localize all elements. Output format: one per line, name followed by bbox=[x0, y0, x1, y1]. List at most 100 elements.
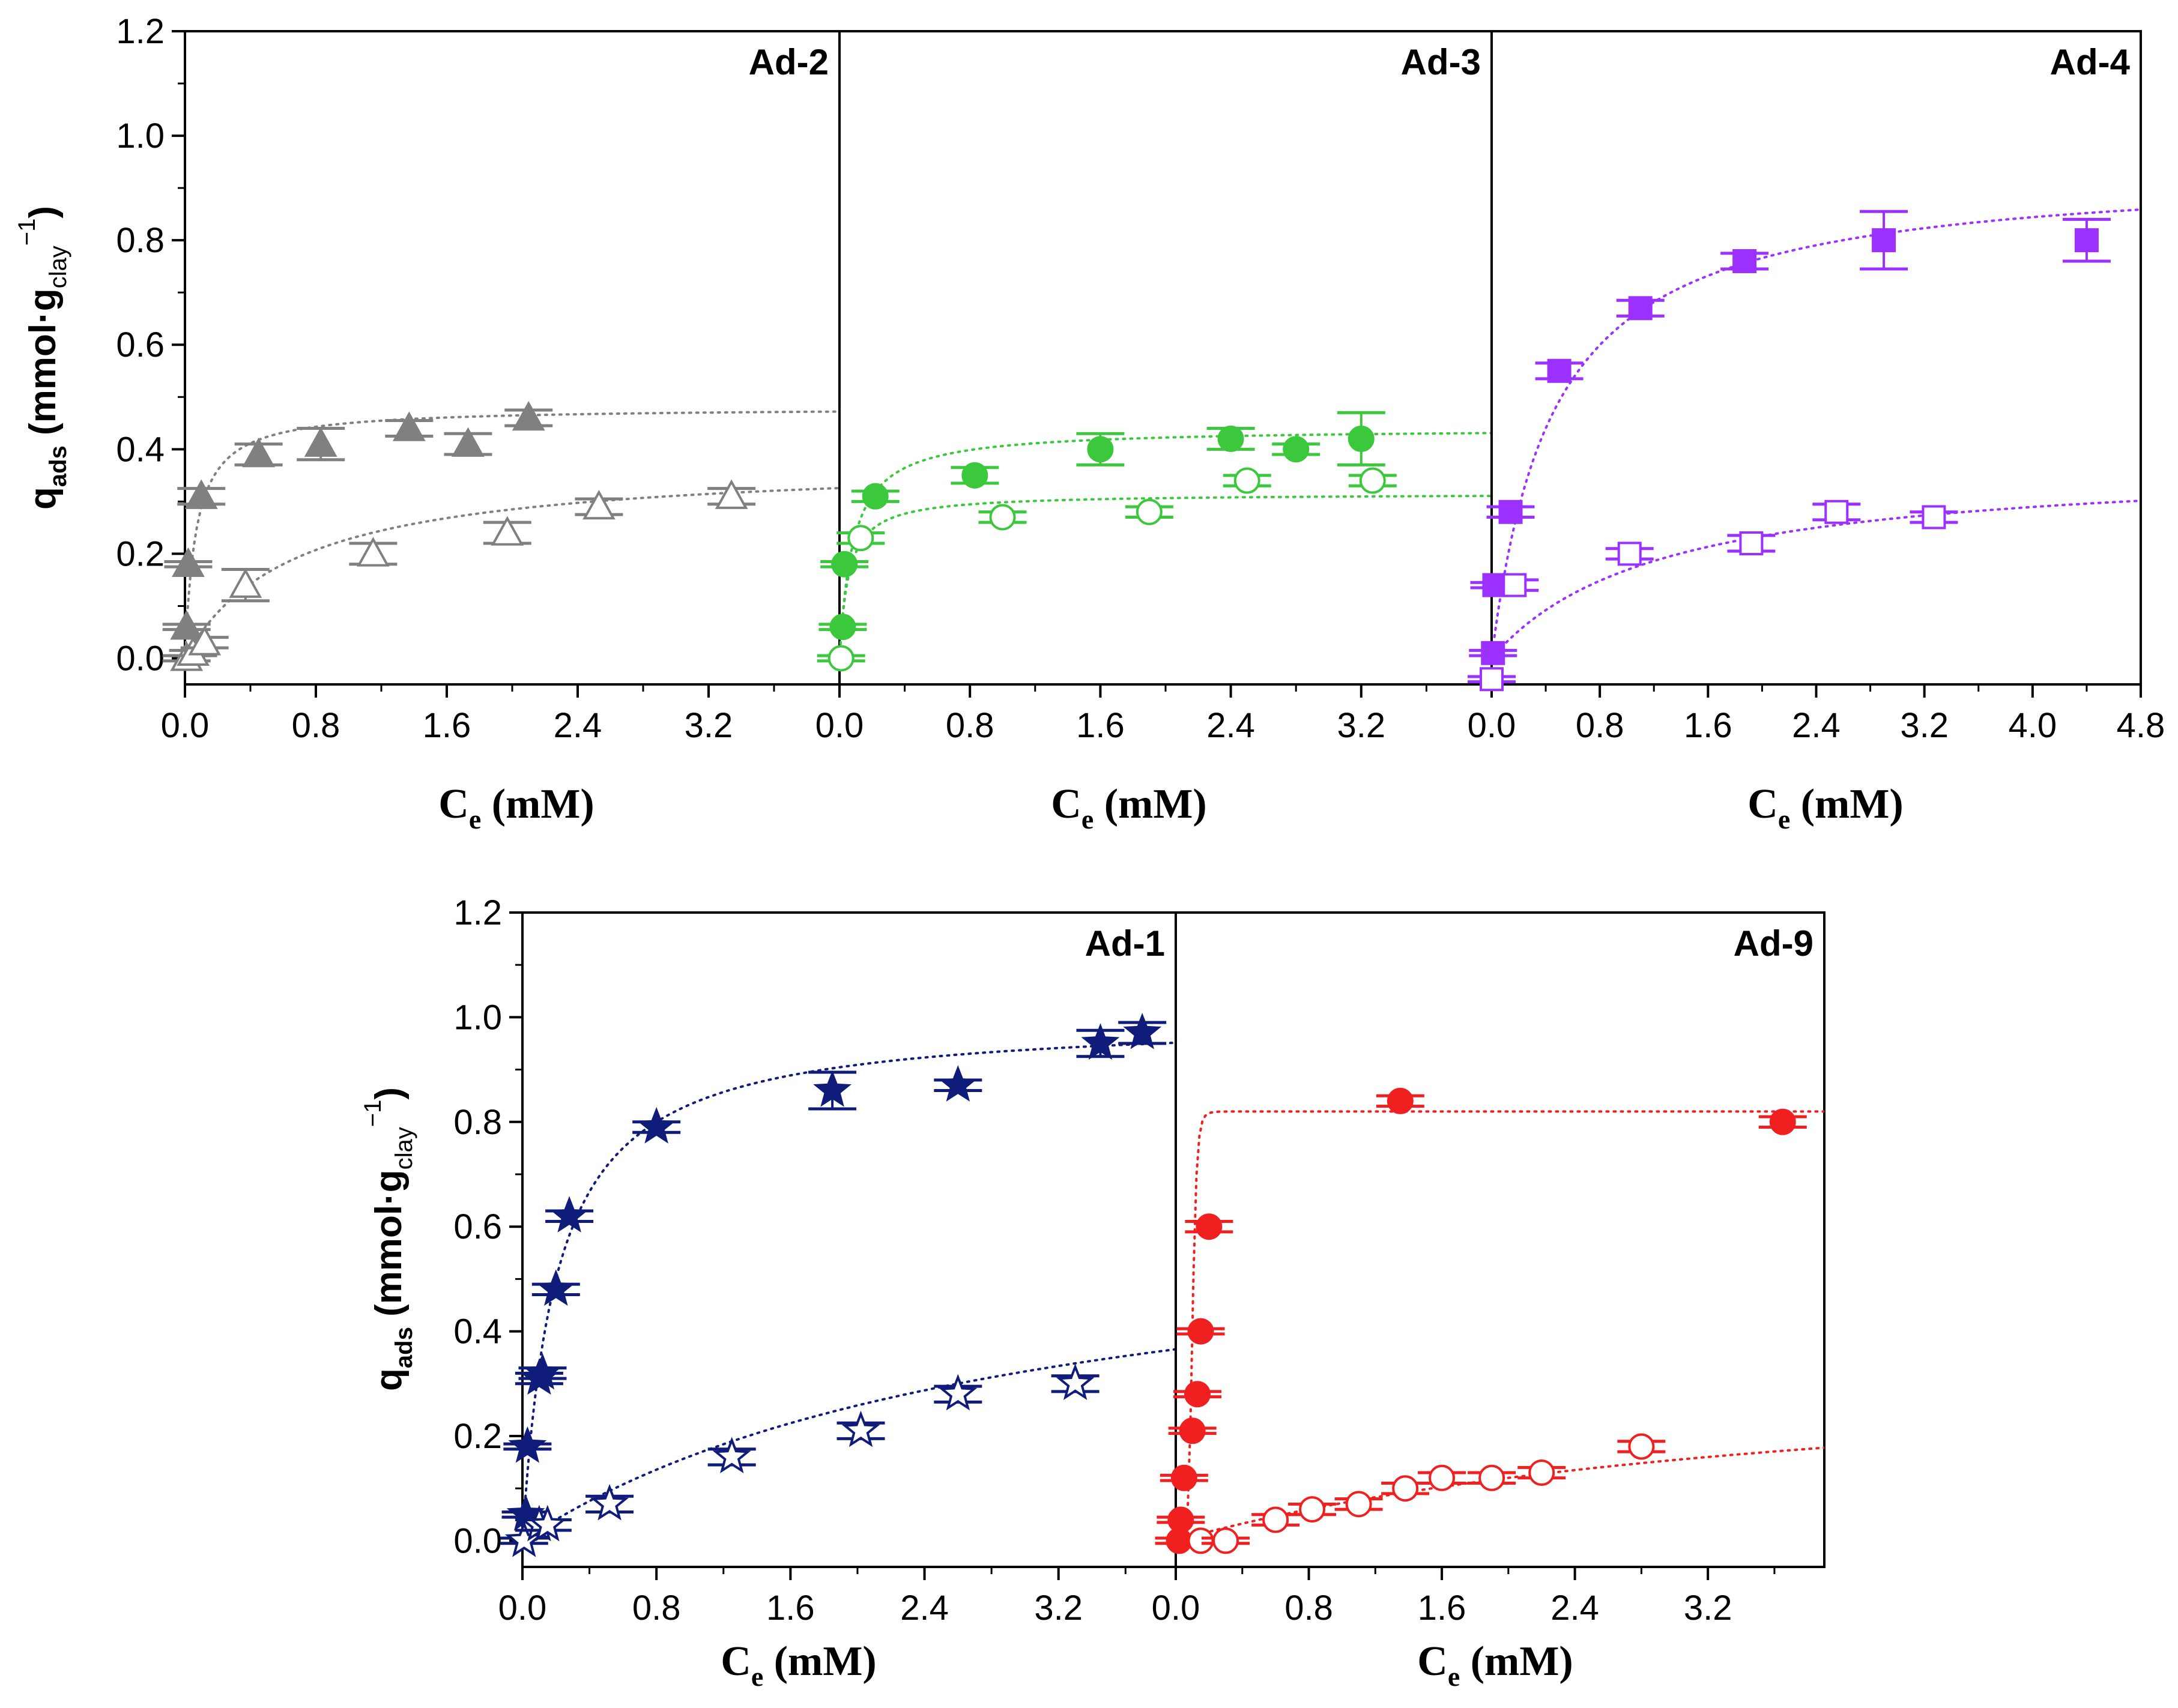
data-point bbox=[1184, 1381, 1211, 1408]
y-tick-label: 0.8 bbox=[453, 1103, 502, 1142]
fit-curve bbox=[1492, 208, 2141, 660]
x-tick-label: 0.0 bbox=[1152, 1589, 1200, 1628]
fit-curve bbox=[522, 1348, 1176, 1542]
y-tick-label: 1.2 bbox=[116, 12, 165, 51]
x-tick-label: 3.2 bbox=[685, 706, 733, 745]
data-point bbox=[1732, 249, 1757, 273]
data-point bbox=[452, 427, 485, 457]
y-tick-label: 1.2 bbox=[453, 893, 502, 932]
data-point bbox=[1187, 1527, 1214, 1554]
data-point bbox=[1528, 1459, 1555, 1486]
series-open bbox=[1176, 1433, 1824, 1554]
data-point bbox=[1387, 1087, 1414, 1114]
x-tick-label: 0.8 bbox=[1284, 1589, 1333, 1628]
fit-curve bbox=[1492, 499, 2141, 660]
data-point bbox=[229, 568, 262, 598]
x-tick-label: 0.0 bbox=[815, 706, 864, 745]
y-tick-label: 0.6 bbox=[453, 1207, 502, 1246]
data-point bbox=[1056, 1363, 1095, 1401]
x-axis-title: Ce (mM) bbox=[721, 1638, 877, 1692]
x-tick-label: 3.2 bbox=[1684, 1589, 1732, 1628]
data-point bbox=[961, 462, 988, 489]
x-tick-label: 4.8 bbox=[2117, 706, 2165, 745]
panel-ad-9: 0.0 0.8 1.6 2.4 3.2 Ad-9 bbox=[1152, 911, 1826, 1628]
data-point bbox=[1502, 573, 1527, 597]
series-open bbox=[817, 467, 1492, 672]
data-point bbox=[637, 1106, 676, 1144]
x-axis-title: Ce (mM) bbox=[1747, 781, 1904, 834]
data-point bbox=[1628, 296, 1653, 321]
panel-title: Ad-9 bbox=[1734, 923, 1813, 964]
x-axis-title: Ce (mM) bbox=[438, 781, 594, 834]
x-tick-label: 2.4 bbox=[1550, 1589, 1599, 1628]
series-filled bbox=[818, 411, 1492, 660]
plot-frame bbox=[838, 30, 1493, 686]
x-tick-label: 0.0 bbox=[498, 1589, 547, 1628]
data-point bbox=[1429, 1464, 1456, 1491]
fit-curve bbox=[185, 487, 839, 660]
data-point bbox=[1922, 505, 1946, 530]
data-point bbox=[491, 516, 524, 546]
data-point bbox=[188, 626, 222, 656]
panel-ad-1: 0.0 0.8 1.6 2.4 3.2 0.0 0.2 0.4 0.6 0.8 1.0 1.2 Ad-1 bbox=[453, 893, 1177, 1628]
y-tick-label: 0.6 bbox=[116, 325, 165, 364]
data-point bbox=[827, 645, 855, 672]
y-tick-label: 1.0 bbox=[116, 116, 165, 155]
data-point bbox=[1359, 467, 1386, 494]
data-point bbox=[1081, 1023, 1120, 1060]
data-point bbox=[1262, 1506, 1289, 1533]
data-point bbox=[939, 1065, 978, 1102]
fit-curve bbox=[185, 410, 839, 660]
data-point bbox=[172, 547, 205, 578]
fit-curve bbox=[839, 432, 1492, 660]
x-tick-label: 1.6 bbox=[766, 1589, 815, 1628]
data-point bbox=[1547, 358, 1571, 383]
series-open bbox=[500, 1348, 1176, 1557]
data-point bbox=[1283, 436, 1310, 463]
data-point bbox=[1179, 1417, 1206, 1444]
data-point bbox=[392, 411, 426, 441]
plot-frame bbox=[521, 911, 1177, 1568]
data-point bbox=[1187, 1318, 1214, 1345]
y-tick-label: 0.2 bbox=[116, 534, 165, 573]
panel-ad-3: 0.0 0.8 1.6 2.4 3.2 Ad-3 bbox=[815, 30, 1493, 745]
data-point bbox=[1392, 1475, 1419, 1502]
data-point bbox=[829, 614, 856, 641]
x-tick-label: 2.4 bbox=[900, 1589, 949, 1628]
data-point bbox=[1136, 498, 1163, 525]
data-point bbox=[1212, 1527, 1239, 1554]
series-open bbox=[1468, 499, 2141, 692]
x-axis-title: Ce (mM) bbox=[1051, 781, 1207, 834]
data-point bbox=[862, 483, 889, 510]
data-point bbox=[1498, 499, 1523, 524]
x-tick-label: 3.2 bbox=[1337, 706, 1385, 745]
data-point bbox=[528, 1504, 567, 1542]
x-tick-label: 1.6 bbox=[1418, 1589, 1466, 1628]
y-tick-label: 0.8 bbox=[116, 221, 165, 260]
data-point bbox=[242, 437, 276, 468]
data-point bbox=[1170, 1464, 1197, 1491]
x-tick-label: 1.6 bbox=[1684, 706, 1732, 745]
data-point bbox=[523, 1353, 562, 1390]
x-axis-title: Ce (mM) bbox=[1417, 1638, 1573, 1692]
data-point bbox=[2074, 228, 2099, 253]
series-filled bbox=[162, 400, 839, 660]
data-point bbox=[989, 504, 1016, 531]
data-point bbox=[1769, 1108, 1796, 1135]
data-point bbox=[1480, 667, 1504, 692]
x-tick-label: 0.0 bbox=[161, 706, 210, 745]
data-point bbox=[1217, 425, 1244, 452]
data-point bbox=[1872, 228, 1896, 253]
data-point bbox=[1123, 1013, 1162, 1049]
data-point bbox=[508, 1426, 547, 1463]
x-tick-label: 3.2 bbox=[1034, 1589, 1083, 1628]
panel-ad-4: 0.0 0.8 1.6 2.4 3.2 4.0 4.8 Ad-4 bbox=[1468, 30, 2165, 745]
panel-title: Ad-4 bbox=[2050, 42, 2131, 82]
x-tick-label: 0.8 bbox=[1576, 706, 1624, 745]
y-axis-title: qads (mmol·gclay−1) bbox=[360, 1087, 417, 1391]
y-axis-title: qads (mmol·gclay−1) bbox=[14, 206, 71, 510]
x-tick-label: 0.8 bbox=[946, 706, 994, 745]
y-tick-label: 1.0 bbox=[453, 998, 502, 1037]
data-point bbox=[1478, 1464, 1505, 1491]
data-point bbox=[590, 1483, 629, 1521]
